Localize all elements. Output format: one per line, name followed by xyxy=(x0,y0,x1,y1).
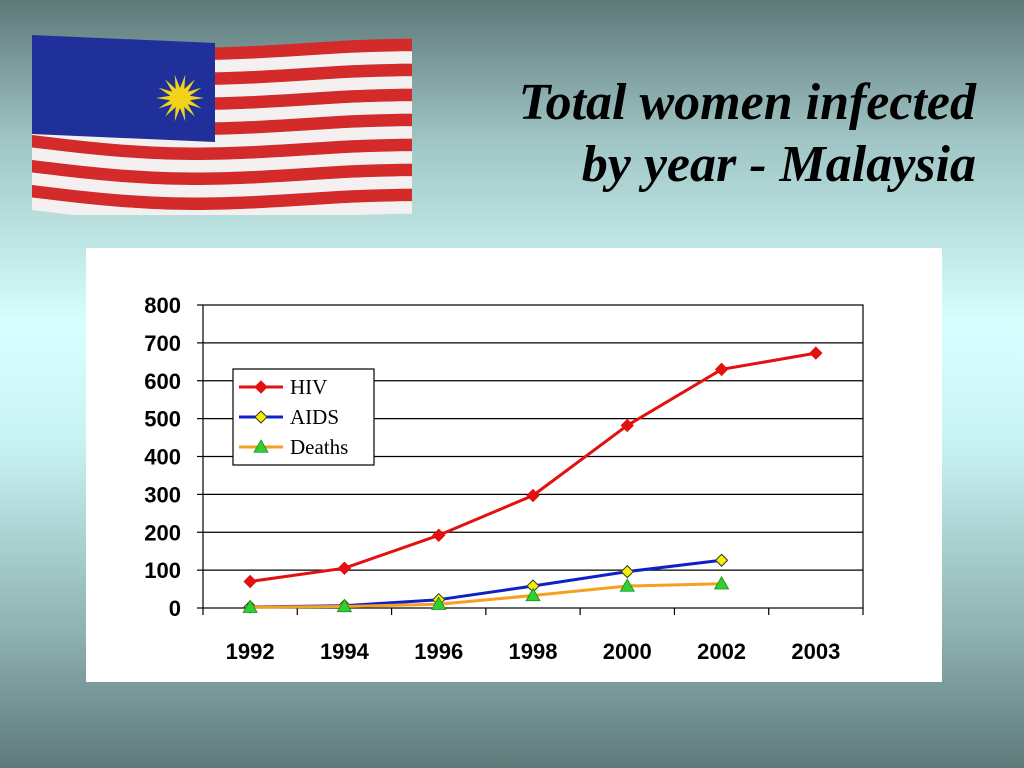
y-tick-label: 800 xyxy=(144,293,181,318)
y-tick-label: 300 xyxy=(144,482,181,507)
legend-label: AIDS xyxy=(290,405,339,429)
y-tick-label: 400 xyxy=(144,445,181,470)
y-tick-label: 100 xyxy=(144,558,181,583)
title-line-1: Total women infected xyxy=(518,74,976,131)
title-line-2: by year - Malaysia xyxy=(581,136,976,193)
x-tick-label: 2002 xyxy=(697,639,746,664)
data-point-deaths xyxy=(242,599,258,613)
data-point-hiv xyxy=(432,528,446,542)
series-hiv xyxy=(243,346,823,589)
x-tick-label: 1998 xyxy=(509,639,558,664)
data-point-hiv xyxy=(243,574,257,589)
data-point-hiv xyxy=(526,488,540,503)
chart-panel: 0 100 200 300 400 500 600 700 800 1992 1994 1996 19… xyxy=(86,248,942,682)
data-point-hiv xyxy=(714,362,729,377)
malaysia-flag-icon xyxy=(32,35,412,215)
y-tick-label: 0 xyxy=(169,596,181,621)
legend-entry-hiv: HIV xyxy=(239,375,327,399)
y-tick-label: 200 xyxy=(144,520,181,545)
series-line-deaths xyxy=(250,582,722,609)
series-layer xyxy=(242,346,823,614)
x-tick-label: 2000 xyxy=(603,639,652,664)
data-point-hiv xyxy=(809,346,823,360)
legend-marker xyxy=(254,410,268,424)
x-tick-label: 1994 xyxy=(320,639,370,664)
legend-label: Deaths xyxy=(290,435,348,459)
data-point-deaths xyxy=(431,596,447,610)
y-axis: 0 100 200 300 400 500 600 700 800 xyxy=(144,293,203,621)
x-axis: 1992 1994 1996 1998 2000 2002 2003 xyxy=(202,608,864,664)
data-point-aids xyxy=(620,564,634,579)
x-tick-label: 1996 xyxy=(414,639,463,664)
legend: HIV AIDS Deaths xyxy=(232,368,375,466)
data-point-deaths xyxy=(713,575,730,590)
x-tick-label: 1992 xyxy=(226,639,275,664)
data-point-aids xyxy=(714,553,729,567)
legend-marker xyxy=(254,380,268,394)
legend-entry-deaths: Deaths xyxy=(239,435,348,459)
legend-label: HIV xyxy=(290,375,327,399)
series-aids xyxy=(243,553,729,614)
data-point-deaths xyxy=(525,587,541,602)
legend-entry-aids: AIDS xyxy=(239,405,339,429)
y-tick-label: 600 xyxy=(144,369,181,394)
page-title: Total women infected by year - Malaysia xyxy=(416,72,976,196)
data-point-deaths xyxy=(619,578,635,592)
series-deaths xyxy=(242,575,730,613)
data-point-deaths xyxy=(336,598,353,613)
x-tick-label: 2003 xyxy=(791,639,840,664)
y-tick-label: 700 xyxy=(144,331,181,356)
legend-marker xyxy=(253,439,269,453)
data-point-hiv xyxy=(337,561,352,575)
y-tick-label: 500 xyxy=(144,407,181,432)
data-point-hiv xyxy=(620,418,634,433)
